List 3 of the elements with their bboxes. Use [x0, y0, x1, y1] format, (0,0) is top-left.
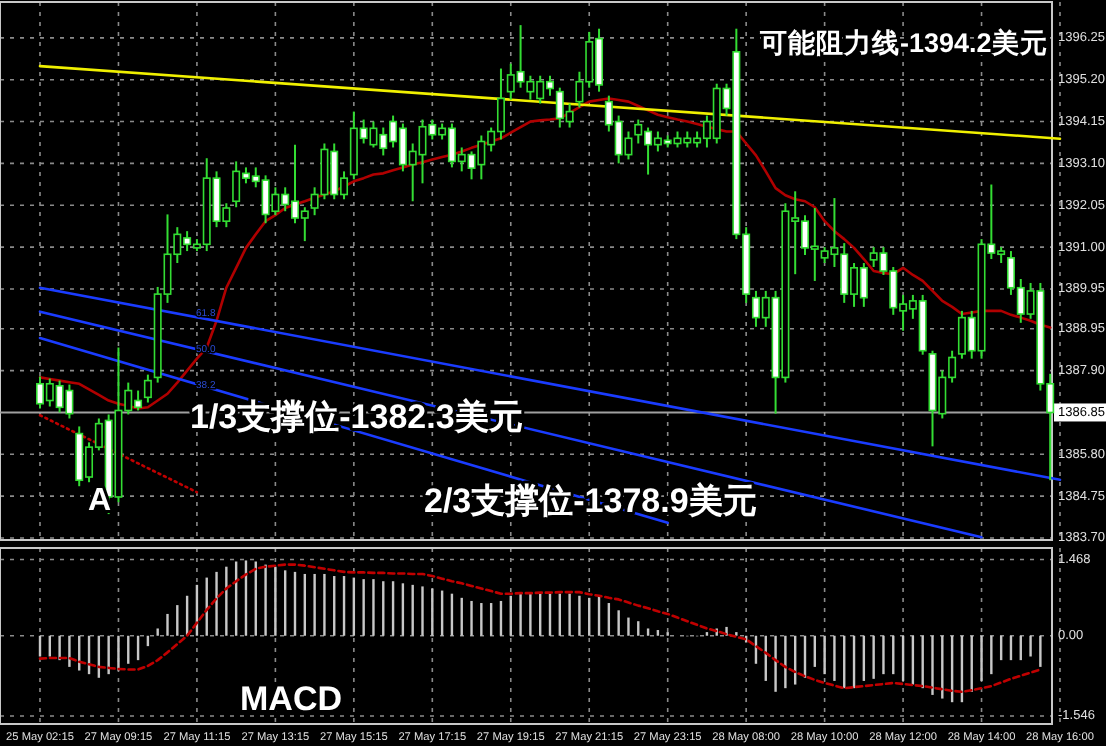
- candlestick: [143, 373, 152, 404]
- annotation: 可能阻力线-1394.2美元: [758, 26, 1048, 58]
- annotation: MACD: [240, 680, 342, 718]
